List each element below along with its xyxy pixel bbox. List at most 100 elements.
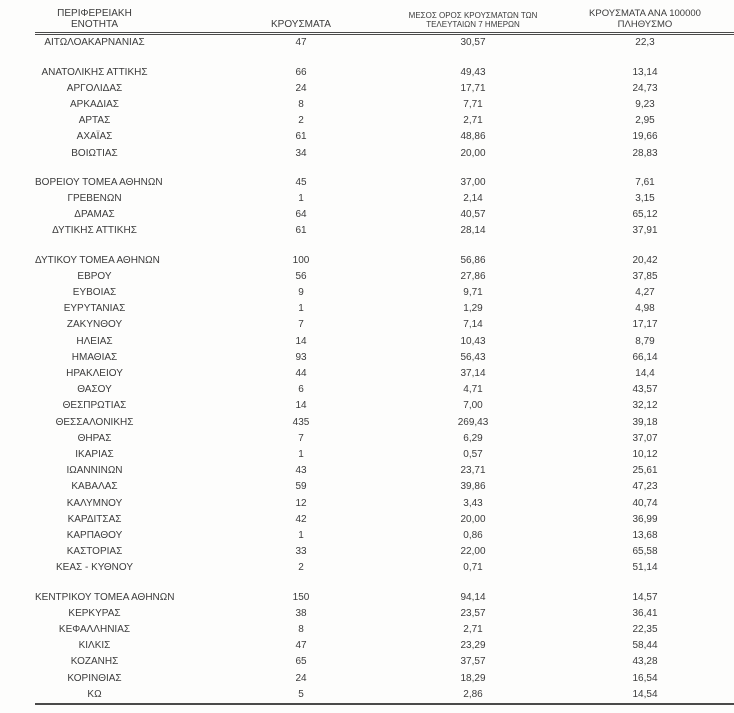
per-100000-cell: 32,12 xyxy=(632,400,658,412)
region-cell: ΚΑΛΥΜΝΟΥ xyxy=(66,497,123,509)
cases-cell: 2 xyxy=(298,115,304,127)
per-100000-cell: 17,17 xyxy=(632,319,658,331)
table-row: ΚΩ 5 2,86 14,54 xyxy=(35,687,734,704)
avg-7-days-cell: 40,57 xyxy=(460,209,486,221)
region-cell: ΒΟΡΕΙΟΥ ΤΟΜΕΑ ΑΘΗΝΩΝ xyxy=(35,176,163,188)
region-cell: ΚΑΒΑΛΑΣ xyxy=(71,481,118,493)
per-100000-cell: 4,98 xyxy=(635,303,655,315)
cases-cell: 47 xyxy=(295,640,307,652)
avg-7-days-cell: 2,71 xyxy=(463,624,483,636)
table-row: ΘΕΣΣΑΛΟΝΙΚΗΣ 435 269,43 39,18 xyxy=(35,415,734,431)
per-100000-cell: 16,54 xyxy=(632,672,658,684)
table-row: ΚΟΖΑΝΗΣ 65 37,57 43,28 xyxy=(35,654,734,670)
per-100000-cell: 37,07 xyxy=(632,432,658,444)
avg-7-days-cell: 23,57 xyxy=(460,607,486,619)
table-row: ΗΛΕΙΑΣ 14 10,43 8,79 xyxy=(35,334,734,350)
region-cell: ΗΜΑΘΙΑΣ xyxy=(71,351,118,363)
avg-7-days-cell: 20,00 xyxy=(460,513,486,525)
avg-7-days-cell: 39,86 xyxy=(460,481,486,493)
per-100000-cell: 3,15 xyxy=(635,193,655,204)
table-row: ΓΡΕΒΕΝΩΝ 1 2,14 3,15 xyxy=(35,191,734,207)
cases-cell: 14 xyxy=(295,400,307,412)
cases-cell: 7 xyxy=(298,319,304,331)
per-100000-cell: 13,68 xyxy=(632,530,658,542)
cases-cell: 42 xyxy=(295,513,307,525)
group-spacer xyxy=(35,577,734,590)
avg-7-days-cell: 27,86 xyxy=(460,270,486,282)
avg-7-days-cell: 23,71 xyxy=(460,465,486,477)
region-cell: ΚΟΖΑΝΗΣ xyxy=(70,656,119,668)
table-row: ΑΡΚΑΔΙΑΣ 8 7,71 9,23 xyxy=(35,97,734,113)
cases-cell: 5 xyxy=(298,688,304,700)
table-row: ΚΑΡΔΙΤΣΑΣ 42 20,00 36,99 xyxy=(35,512,734,528)
region-cell: ΖΑΚΥΝΘΟΥ xyxy=(66,319,123,331)
per-100000-cell: 51,14 xyxy=(632,562,658,574)
group-spacer-cell xyxy=(35,240,734,253)
region-cell: ΑΝΑΤΟΛΙΚΗΣ ΑΤΤΙΚΗΣ xyxy=(41,66,148,78)
per-100000-cell: 65,12 xyxy=(632,209,658,221)
per-100000-cell: 24,73 xyxy=(632,82,658,94)
per-100000-cell: 36,41 xyxy=(632,607,658,619)
avg-7-days-cell: 4,71 xyxy=(463,384,483,396)
cases-cell: 38 xyxy=(295,607,307,619)
avg-7-days-cell: 9,71 xyxy=(463,287,483,299)
region-cell: ΑΙΤΩΛΟΑΚΑΡΝΑΝΙΑΣ xyxy=(44,37,145,49)
cases-cell: 6 xyxy=(298,384,304,396)
group-spacer xyxy=(35,52,734,65)
table-row: ΔΥΤΙΚΗΣ ΑΤΤΙΚΗΣ 61 28,14 37,91 xyxy=(35,223,734,239)
table-row: ΑΝΑΤΟΛΙΚΗΣ ΑΤΤΙΚΗΣ 66 49,43 13,14 xyxy=(35,65,734,81)
region-cell: ΙΚΑΡΙΑΣ xyxy=(75,449,114,461)
table-body: ΑΙΤΩΛΟΑΚΑΡΝΑΝΙΑΣ 47 30,57 22,3 ΑΝΑΤΟΛΙΚΗΣ ΑΤ… xyxy=(35,34,734,704)
table-row: ΚΟΡΙΝΘΙΑΣ 24 18,29 16,54 xyxy=(35,671,734,687)
cases-cell: 64 xyxy=(295,209,307,221)
region-cell: ΘΕΣΠΡΩΤΙΑΣ xyxy=(62,400,127,412)
per-100000-cell: 28,83 xyxy=(632,147,658,159)
cases-cell: 1 xyxy=(298,303,304,315)
per-100000-cell: 20,42 xyxy=(632,254,658,266)
avg-7-days-cell: 0,86 xyxy=(463,530,483,542)
region-cell: ΑΡΤΑΣ xyxy=(78,115,111,127)
region-cell: ΔΥΤΙΚΟΥ ΤΟΜΕΑ ΑΘΗΝΩΝ xyxy=(35,254,160,266)
avg-7-days-cell: 3,43 xyxy=(463,497,483,509)
region-cell: ΚΑΡΠΑΘΟΥ xyxy=(66,530,123,542)
table-row: ΘΕΣΠΡΩΤΙΑΣ 14 7,00 32,12 xyxy=(35,398,734,414)
region-cell: ΗΛΕΙΑΣ xyxy=(76,335,113,347)
cases-cell: 14 xyxy=(295,335,307,347)
group-spacer-cell xyxy=(35,162,734,175)
avg-7-days-cell: 2,86 xyxy=(463,688,483,700)
table-row: ΑΙΤΩΛΟΑΚΑΡΝΑΝΙΑΣ 47 30,57 22,3 xyxy=(35,34,734,52)
cases-cell: 44 xyxy=(295,368,307,380)
region-cell: ΚΙΛΚΙΣ xyxy=(78,640,111,652)
region-cell: ΑΧΑΪΑΣ xyxy=(76,131,113,143)
avg-7-days-cell: 56,86 xyxy=(460,254,486,266)
per-100000-cell: 43,57 xyxy=(632,384,658,396)
cases-cell: 1 xyxy=(298,449,304,461)
table-row: ΚΙΛΚΙΣ 47 23,29 58,44 xyxy=(35,638,734,654)
group-spacer xyxy=(35,240,734,253)
cases-cell: 61 xyxy=(295,131,307,143)
regional-cases-table: ΠΕΡΙΦΕΡΕΙΑΚΗ ΕΝΟΤΗΤΑ ΚΡΟΥΣΜΑΤΑ ΜΕΣΟΣ ΟΡΟ… xyxy=(35,5,734,706)
group-spacer-cell xyxy=(35,577,734,590)
table-row: ΚΑΒΑΛΑΣ 59 39,86 47,23 xyxy=(35,479,734,495)
table-row: ΕΥΡΥΤΑΝΙΑΣ 1 1,29 4,98 xyxy=(35,301,734,317)
avg-7-days-cell: 28,14 xyxy=(460,225,486,237)
table-row: ΒΟΡΕΙΟΥ ΤΟΜΕΑ ΑΘΗΝΩΝ 45 37,00 7,61 xyxy=(35,175,734,191)
avg-7-days-cell: 0,57 xyxy=(463,449,483,461)
per-100000-cell: 66,14 xyxy=(632,351,658,363)
per-100000-cell: 22,3 xyxy=(635,37,655,49)
cases-cell: 65 xyxy=(295,656,307,668)
table-header: ΠΕΡΙΦΕΡΕΙΑΚΗ ΕΝΟΤΗΤΑ ΚΡΟΥΣΜΑΤΑ ΜΕΣΟΣ ΟΡΟ… xyxy=(35,5,734,36)
cases-cell: 47 xyxy=(295,37,307,49)
header-per-100000: ΚΡΟΥΣΜΑΤΑ ΑΝΑ 100000 ΠΛΗΘΥΣΜΟ xyxy=(556,5,734,36)
region-cell: ΚΕΡΚΥΡΑΣ xyxy=(68,607,121,619)
avg-7-days-cell: 10,43 xyxy=(460,335,486,347)
avg-7-days-cell: 56,43 xyxy=(460,351,486,363)
cases-cell: 93 xyxy=(295,351,307,363)
header-avg-7-days: ΜΕΣΟΣ ΟΡΟΣ ΚΡΟΥΣΜΑΤΩΝ ΤΩΝ ΤΕΛΕΥΤΑΙΩΝ 7 Η… xyxy=(390,5,556,36)
avg-7-days-cell: 23,29 xyxy=(460,640,486,652)
region-cell: ΚΑΡΔΙΤΣΑΣ xyxy=(67,513,122,525)
table-row: ΑΡΓΟΛΙΔΑΣ 24 17,71 24,73 xyxy=(35,81,734,97)
avg-7-days-cell: 94,14 xyxy=(460,591,486,603)
region-cell: ΔΡΑΜΑΣ xyxy=(74,209,115,221)
per-100000-cell: 36,99 xyxy=(632,513,658,525)
